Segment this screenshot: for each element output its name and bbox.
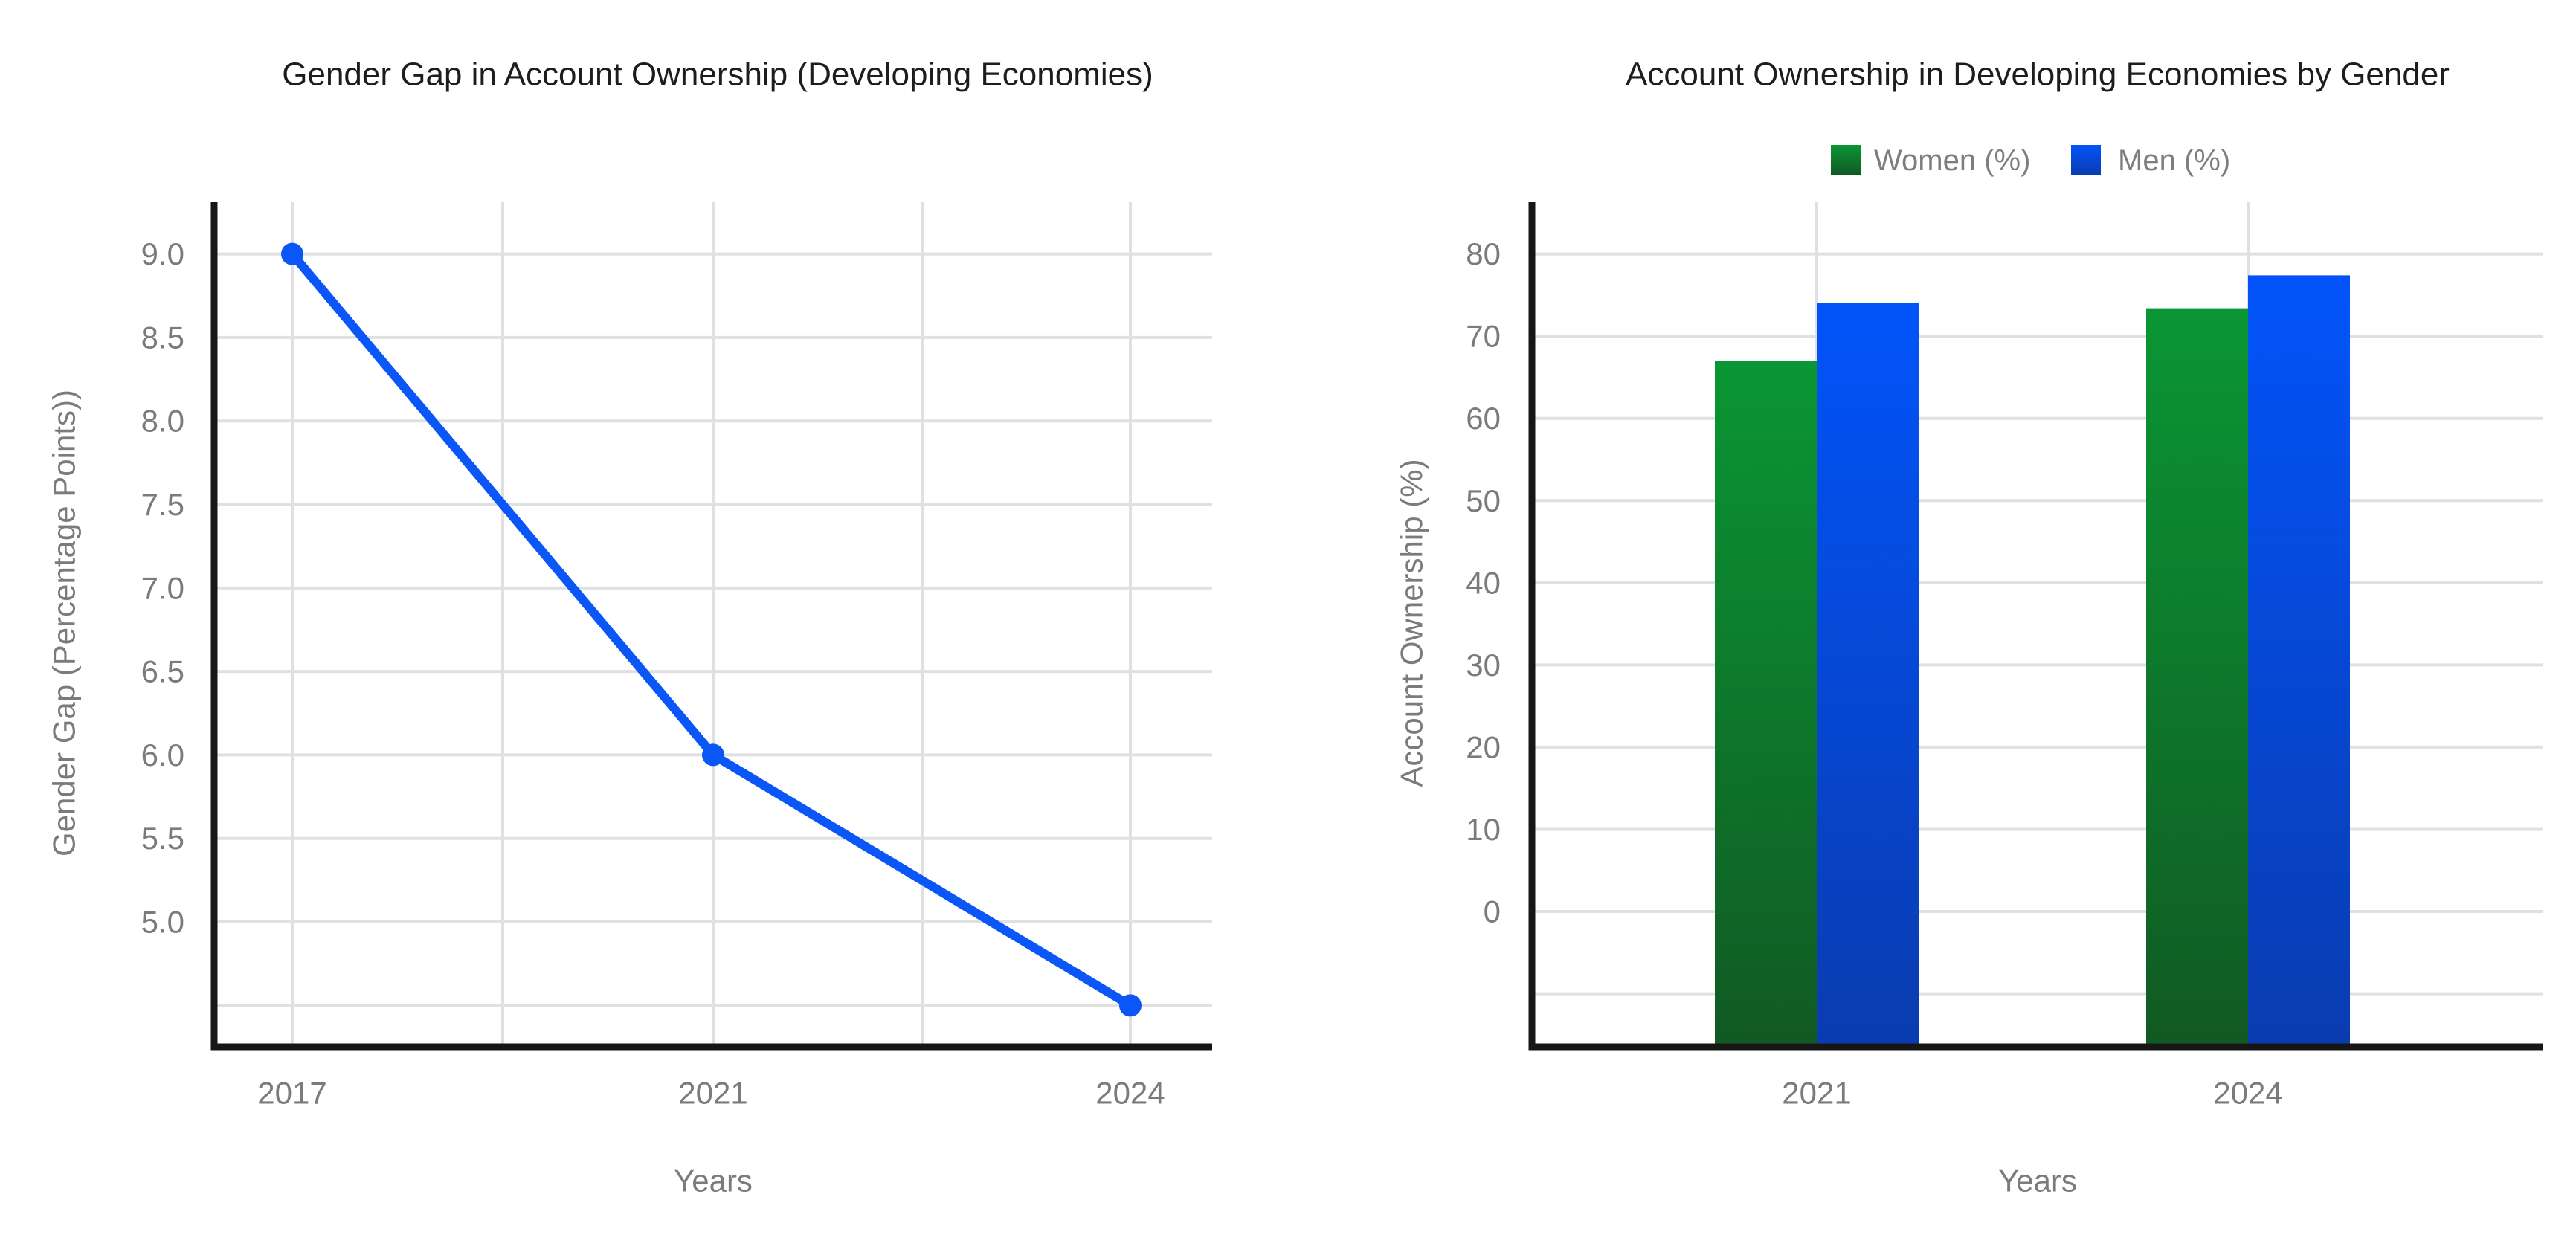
bar	[1817, 303, 1919, 1044]
y-tick-label: 6.0	[141, 738, 184, 772]
x-tick-label: 2024	[1095, 1076, 1165, 1111]
legend-swatch	[1831, 145, 1861, 175]
chart-title: Account Ownership in Developing Economie…	[1626, 57, 2450, 93]
y-tick-label: 0	[1484, 894, 1501, 929]
data-point	[702, 743, 724, 767]
x-axis-title: Years	[674, 1164, 753, 1198]
y-tick-label: 7.0	[141, 570, 184, 605]
x-tick-label: 2021	[1782, 1076, 1851, 1111]
y-tick-label: 6.5	[141, 654, 184, 689]
bar	[2248, 275, 2350, 1044]
x-tick-label: 2024	[2213, 1076, 2282, 1111]
y-tick-label: 5.5	[141, 821, 184, 856]
line-chart: 9.0 8.5 8.0 7.5 7.0 6.5 6.0 5.5 5.0 2017 2021 2024 G…	[47, 57, 1212, 1198]
bar	[1715, 361, 1817, 1044]
axis-line	[210, 202, 1212, 1051]
x-tick-label: 2017	[257, 1076, 326, 1111]
y-tick-label: 50	[1466, 483, 1501, 518]
y-tick-label: 30	[1466, 648, 1501, 683]
y-axis-title: Gender Gap (Percentage Points))	[47, 390, 82, 856]
y-tick-label: 7.5	[141, 487, 184, 522]
x-axis-title: Years	[1998, 1164, 2077, 1198]
y-tick-label: 70	[1466, 319, 1501, 354]
y-tick-label: 8.0	[141, 404, 184, 439]
data-point	[281, 242, 303, 265]
data-point	[1119, 994, 1142, 1017]
y-tick-label: 8.5	[141, 320, 184, 355]
y-tick-label: 5.0	[141, 905, 184, 940]
legend-label: Women (%)	[1874, 144, 2030, 177]
y-tick-label: 60	[1466, 401, 1501, 436]
y-tick-label: 9.0	[141, 236, 184, 271]
y-tick-label: 80	[1466, 236, 1501, 271]
bar-chart: 80 70 60 50 40 30 20 10 0 2021 2024 Account Ownersh…	[1394, 57, 2543, 1198]
chart-title: Gender Gap in Account Ownership (Develop…	[282, 57, 1153, 93]
data-line	[288, 249, 1135, 1010]
legend-swatch	[2071, 145, 2101, 175]
bar	[2146, 308, 2248, 1044]
legend-label: Men (%)	[2118, 144, 2230, 177]
y-tick-label: 20	[1466, 729, 1501, 764]
y-axis-title: Account Ownership (%)	[1394, 459, 1429, 787]
x-tick-label: 2021	[678, 1076, 747, 1111]
axis-line	[1528, 202, 2543, 1051]
y-tick-label: 40	[1466, 565, 1501, 600]
y-tick-label: 10	[1466, 812, 1501, 847]
